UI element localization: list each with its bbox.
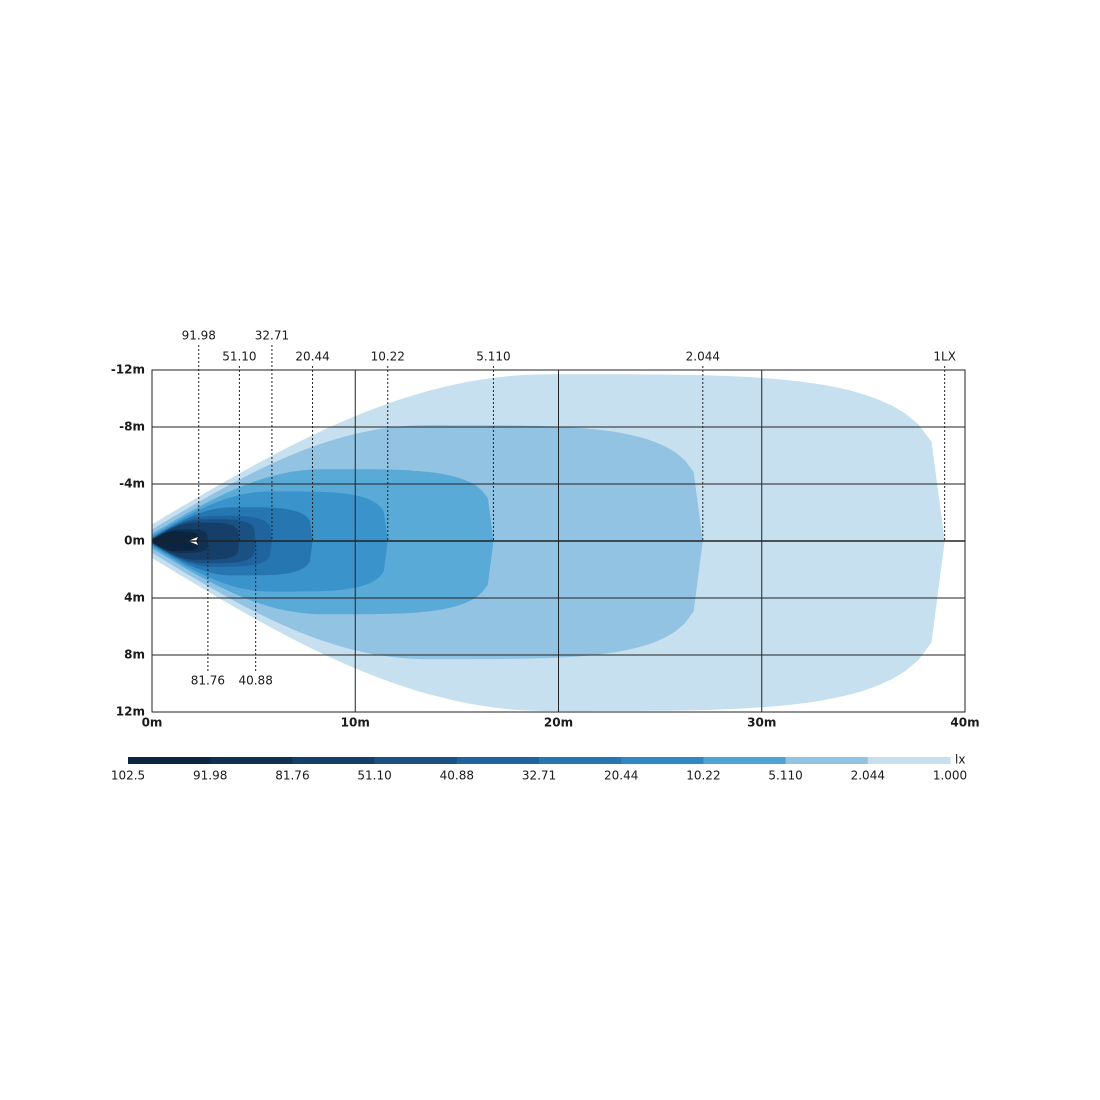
legend-swatch <box>374 757 458 764</box>
contour-label: 81.76 <box>191 674 225 688</box>
x-tick-label: 40m <box>950 716 979 730</box>
grid-layer <box>151 369 966 713</box>
contour-label: 51.10 <box>222 350 256 364</box>
legend-swatch <box>539 757 622 764</box>
contour-label: 10.22 <box>371 350 405 364</box>
legend-level-label: 32.71 <box>522 769 556 783</box>
legend-swatch <box>703 757 787 764</box>
contour-label: 2.044 <box>686 350 720 364</box>
y-tick-label: 12m <box>116 705 145 719</box>
legend-level-label: 40.88 <box>440 769 474 783</box>
contour-label: 20.44 <box>295 350 329 364</box>
contour-label: 40.88 <box>238 674 272 688</box>
y-tick-label: 4m <box>124 591 145 605</box>
contour-layer <box>152 374 945 712</box>
contour-label: 1LX <box>933 350 956 364</box>
legend-level-label: 91.98 <box>193 769 227 783</box>
legend-level-label: 81.76 <box>275 769 309 783</box>
legend-level-label: 51.10 <box>357 769 391 783</box>
contour-label: 91.98 <box>182 329 216 343</box>
x-tick-label: 30m <box>747 716 776 730</box>
legend-swatch <box>621 757 704 764</box>
legend-unit: lx <box>955 753 965 767</box>
legend-swatch <box>456 757 540 764</box>
legend-swatch <box>867 757 951 764</box>
contour-label: 32.71 <box>255 329 289 343</box>
x-tick-label: 20m <box>544 716 573 730</box>
x-tick-label: 0m <box>142 716 163 730</box>
contour-label: 5.110 <box>476 350 510 364</box>
legend-level-label: 20.44 <box>604 769 638 783</box>
legend-level-label: 102.5 <box>111 769 145 783</box>
y-tick-label: -8m <box>119 420 145 434</box>
y-tick-label: 0m <box>124 534 145 548</box>
y-tick-label: 8m <box>124 648 145 662</box>
legend: 102.5 91.98 81.76 51.10 40.88 32.71 20.44 10.22… <box>111 753 967 783</box>
legend-swatch <box>128 757 211 764</box>
y-tick-label: -4m <box>119 477 145 491</box>
x-tick-label: 10m <box>341 716 370 730</box>
legend-swatch <box>785 757 869 764</box>
legend-swatch <box>292 757 376 764</box>
legend-level-label: 10.22 <box>686 769 720 783</box>
legend-swatch <box>210 757 293 764</box>
legend-level-label: 1.000 <box>933 769 967 783</box>
y-tick-label: -12m <box>111 363 145 377</box>
legend-level-label: 2.044 <box>851 769 885 783</box>
legend-level-label: 5.110 <box>768 769 802 783</box>
